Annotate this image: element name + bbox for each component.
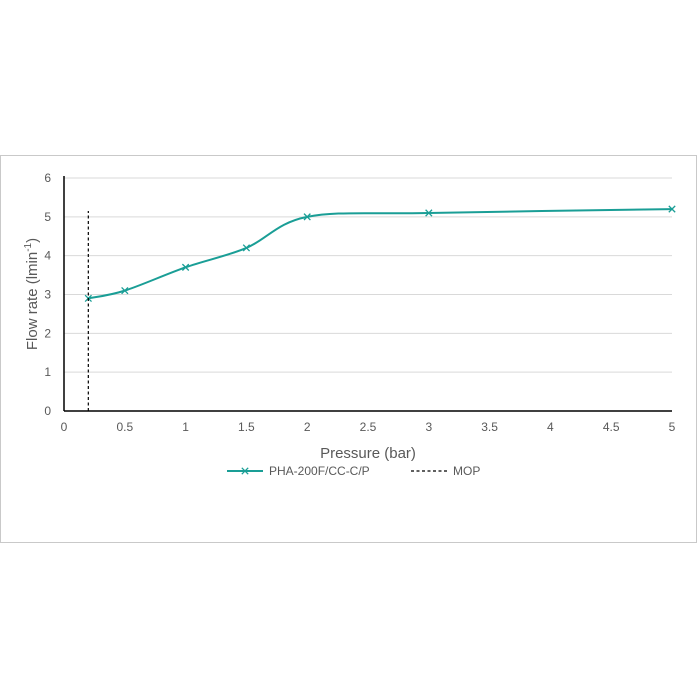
data-point-1-5 (425, 209, 433, 217)
y-tick-label-4: 4 (44, 249, 51, 263)
axes (63, 176, 672, 412)
y-axis-title-prefix: Flow rate (lmin (24, 252, 41, 350)
legend-item-series-1: PHA-200F/CC-C/P (227, 464, 370, 478)
plot-series (84, 205, 676, 411)
x-tick-label-0: 0 (61, 420, 68, 434)
chart-frame: 0 1 2 3 4 5 6 0 0.5 1 1.5 2 2.5 3 3.5 4 4.5 5 Pressure (b… (0, 155, 697, 543)
legend: PHA-200F/CC-C/P MOP (227, 464, 480, 478)
y-tick-label-0: 0 (44, 404, 51, 418)
gridlines (64, 177, 672, 373)
data-point-1-2 (181, 263, 190, 271)
legend-label-series-2: MOP (453, 464, 480, 478)
series-line-1 (88, 208, 673, 300)
x-tick-label-6: 3 (425, 420, 432, 434)
x-tick-label-3: 1.5 (238, 420, 255, 434)
legend-marker-series-1 (241, 467, 249, 475)
x-tick-label-4: 2 (304, 420, 311, 434)
legend-label-series-1: PHA-200F/CC-C/P (269, 464, 370, 478)
y-tick-label-2: 2 (44, 326, 51, 340)
y-tick-label-5: 5 (44, 210, 51, 224)
tick-labels: 0 1 2 3 4 5 6 0 0.5 1 1.5 2 2.5 3 3.5 4 4.5 5 (44, 171, 675, 434)
x-tick-label-7: 3.5 (481, 420, 498, 434)
data-point-1-1 (121, 286, 129, 295)
x-tick-label-10: 5 (669, 420, 676, 434)
x-tick-label-2: 1 (182, 420, 189, 434)
y-tick-label-6: 6 (44, 171, 51, 185)
legend-item-series-2: MOP (411, 464, 480, 478)
x-tick-label-9: 4.5 (603, 420, 620, 434)
x-tick-label-1: 0.5 (116, 420, 133, 434)
x-tick-label-8: 4 (547, 420, 554, 434)
x-axis-title: Pressure (bar) (320, 445, 416, 462)
line-chart: 0 1 2 3 4 5 6 0 0.5 1 1.5 2 2.5 3 3.5 4 4.5 5 Pressure (b… (23, 171, 676, 478)
y-tick-label-3: 3 (44, 288, 51, 302)
data-point-1-6 (668, 205, 676, 213)
y-axis-title-suffix: ) (24, 238, 41, 243)
x-tick-label-5: 2.5 (360, 420, 377, 434)
y-axis-title: Flow rate (lmin-1) (23, 238, 41, 350)
y-tick-label-1: 1 (44, 365, 51, 379)
data-point-1-4 (303, 213, 311, 221)
data-point-1-3 (242, 244, 251, 252)
legend-x-marker (241, 467, 249, 475)
y-axis-title-superscript: -1 (23, 242, 34, 251)
